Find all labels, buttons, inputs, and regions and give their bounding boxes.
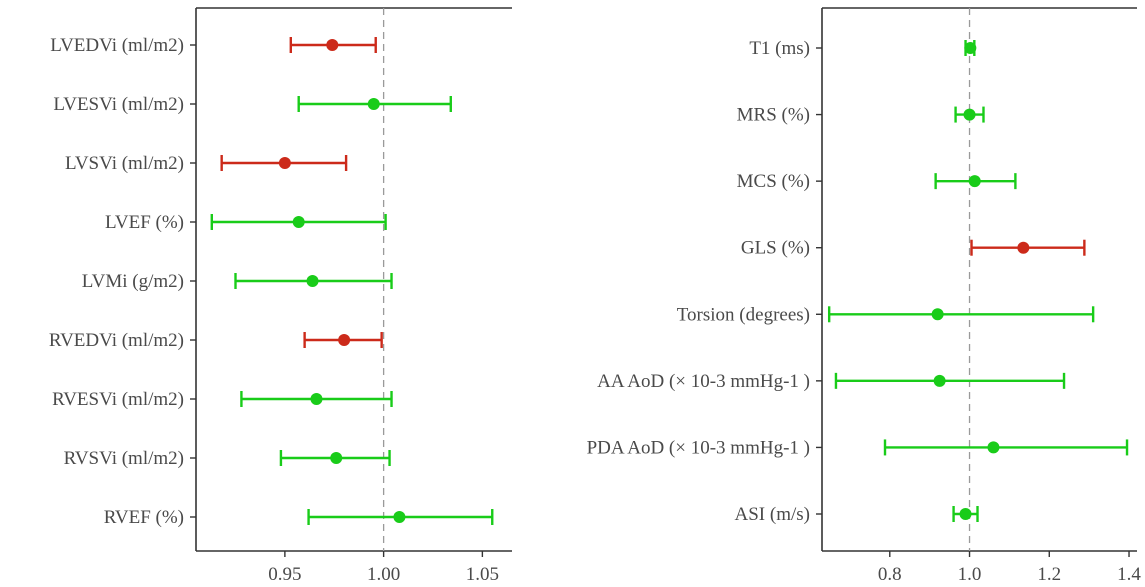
x-tick-label: 1.4 xyxy=(1117,564,1141,585)
row-label: RVEDVi (ml/m2) xyxy=(49,330,184,351)
x-tick-label: 1.2 xyxy=(1037,564,1061,585)
x-tick-label: 1.05 xyxy=(466,564,499,585)
x-tick-label: 0.95 xyxy=(268,564,301,585)
point-estimate xyxy=(330,452,343,464)
x-tick-label: 0.8 xyxy=(878,564,902,585)
row-label: PDA AoD (× 10-3 mmHg-1 ) xyxy=(587,437,810,458)
x-tick-label: 1.0 xyxy=(958,564,982,585)
point-estimate xyxy=(338,334,351,346)
row-label: MCS (%) xyxy=(737,171,810,192)
forest-panel-left: 0.95 1.00 1.05 LVEDVi (ml/m2) LVESVi (ml/m2)… xyxy=(49,7,512,585)
point-estimate xyxy=(933,374,946,387)
x-tick-label: 1.00 xyxy=(367,564,400,585)
point-estimate xyxy=(310,393,323,405)
point-estimate xyxy=(292,216,305,228)
row-label: GLS (%) xyxy=(741,238,810,259)
row-label: LVEDVi (ml/m2) xyxy=(50,35,184,56)
row-label: RVEF (%) xyxy=(104,507,184,528)
row-label: Torsion (degrees) xyxy=(677,304,810,325)
row-label: RVESVi (ml/m2) xyxy=(52,389,184,410)
row-label: LVEF (%) xyxy=(105,212,184,233)
point-estimate xyxy=(367,98,380,110)
row-label: LVSVi (ml/m2) xyxy=(65,153,184,174)
row-label: RVSVi (ml/m2) xyxy=(64,448,184,469)
point-estimate xyxy=(968,175,981,188)
point-estimate xyxy=(393,511,406,523)
forest-panel-right: 0.8 1.0 1.2 1.4 T1 (ms) MRS (%) MCS (%) GLS (%)… xyxy=(587,7,1141,585)
point-estimate xyxy=(964,42,977,54)
row-label: AA AoD (× 10-3 mmHg-1 ) xyxy=(597,371,810,392)
row-label: MRS (%) xyxy=(737,105,810,126)
point-estimate xyxy=(959,508,972,520)
point-estimate xyxy=(931,308,944,321)
row-label: ASI (m/s) xyxy=(735,504,810,525)
point-estimate xyxy=(1017,241,1030,254)
row-label: T1 (ms) xyxy=(749,38,810,59)
point-estimate xyxy=(326,39,339,51)
row-label: LVESVi (ml/m2) xyxy=(53,94,184,115)
point-estimate xyxy=(306,275,319,287)
point-estimate xyxy=(278,157,291,169)
row-label: LVMi (g/m2) xyxy=(82,271,184,292)
point-estimate xyxy=(987,441,1000,454)
point-estimate xyxy=(963,108,976,121)
